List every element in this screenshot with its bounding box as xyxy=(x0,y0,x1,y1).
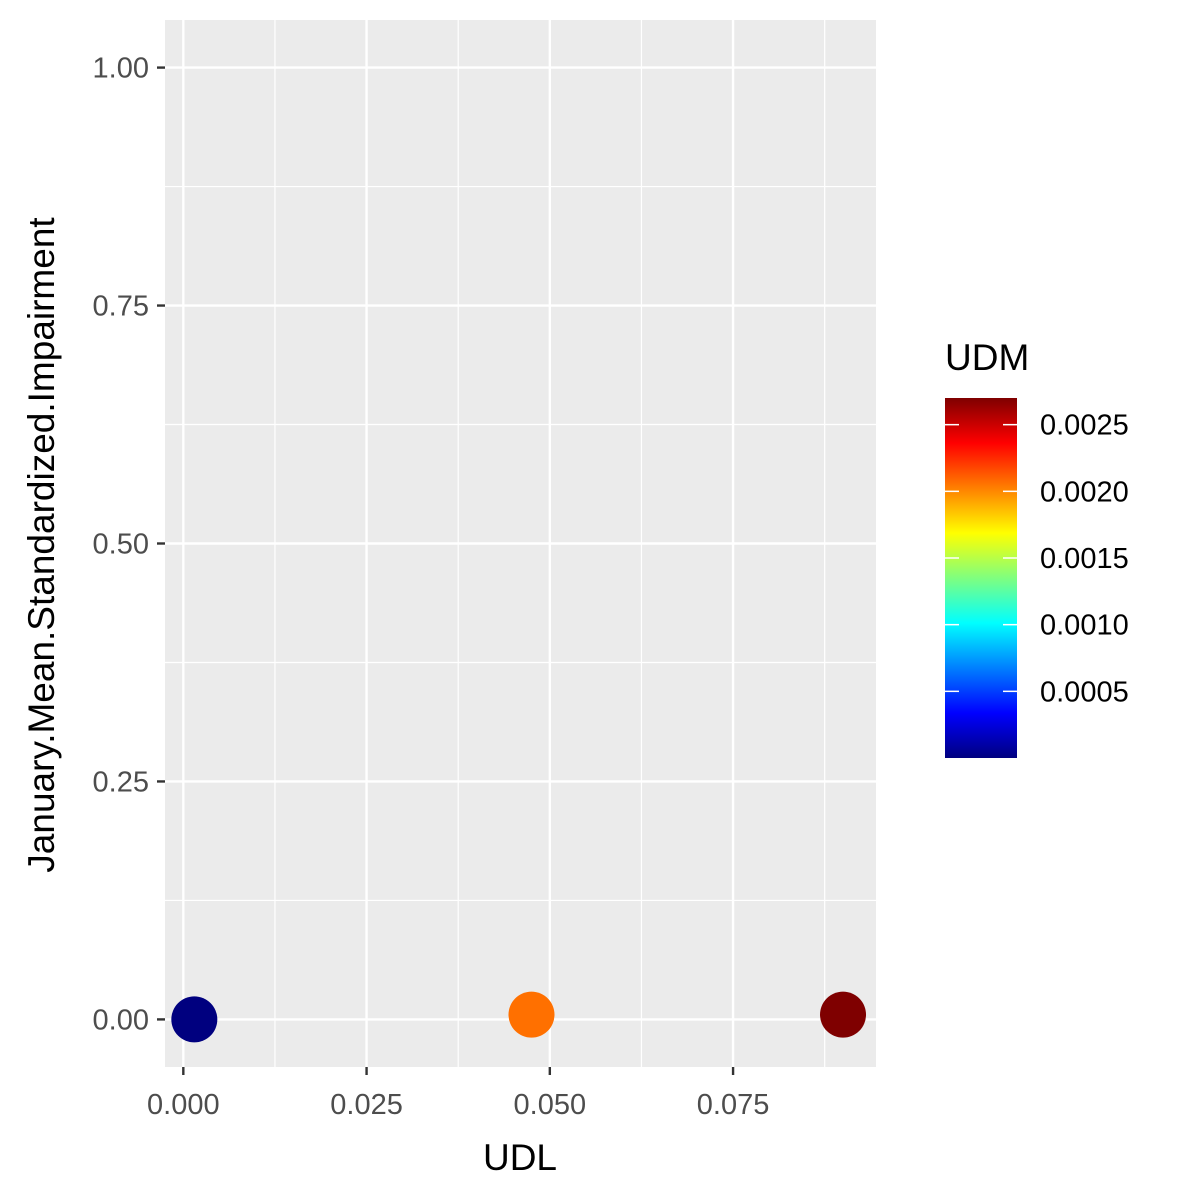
x-tick-label: 0.050 xyxy=(514,1089,587,1121)
color-legend: UDM 0.0025 0.0020 0.0015 0.0010 0.0005 xyxy=(945,337,1129,758)
y-axis: 0.00 0.25 0.50 0.75 1.00 xyxy=(93,53,165,1036)
y-tick-label: 0.00 xyxy=(93,1004,149,1036)
legend-label: 0.0015 xyxy=(1040,543,1129,575)
y-tick-label: 1.00 xyxy=(93,53,149,85)
grid-major xyxy=(165,20,876,1067)
x-tick-label: 0.025 xyxy=(330,1089,403,1121)
x-tick-label: 0.000 xyxy=(147,1089,220,1121)
y-tick-label: 0.25 xyxy=(93,766,149,798)
legend-label: 0.0010 xyxy=(1040,610,1129,642)
y-tick-label: 0.75 xyxy=(93,291,149,323)
legend-colorbar xyxy=(945,398,1017,758)
legend-label: 0.0005 xyxy=(1040,676,1129,708)
legend-label: 0.0020 xyxy=(1040,476,1129,508)
legend-ticks: 0.0025 0.0020 0.0015 0.0010 0.0005 xyxy=(945,410,1129,708)
data-point xyxy=(508,991,555,1038)
x-axis-title: UDL xyxy=(483,1137,557,1178)
data-point xyxy=(820,991,867,1038)
data-points xyxy=(171,991,867,1043)
legend-title: UDM xyxy=(945,337,1029,378)
x-tick-label: 0.075 xyxy=(697,1089,770,1121)
y-tick-label: 0.50 xyxy=(93,529,149,561)
x-axis: 0.000 0.025 0.050 0.075 xyxy=(147,1067,769,1121)
data-point xyxy=(171,996,218,1043)
y-axis-title: January.Mean.Standardized.Impairment xyxy=(21,217,62,873)
legend-label: 0.0025 xyxy=(1040,410,1129,442)
